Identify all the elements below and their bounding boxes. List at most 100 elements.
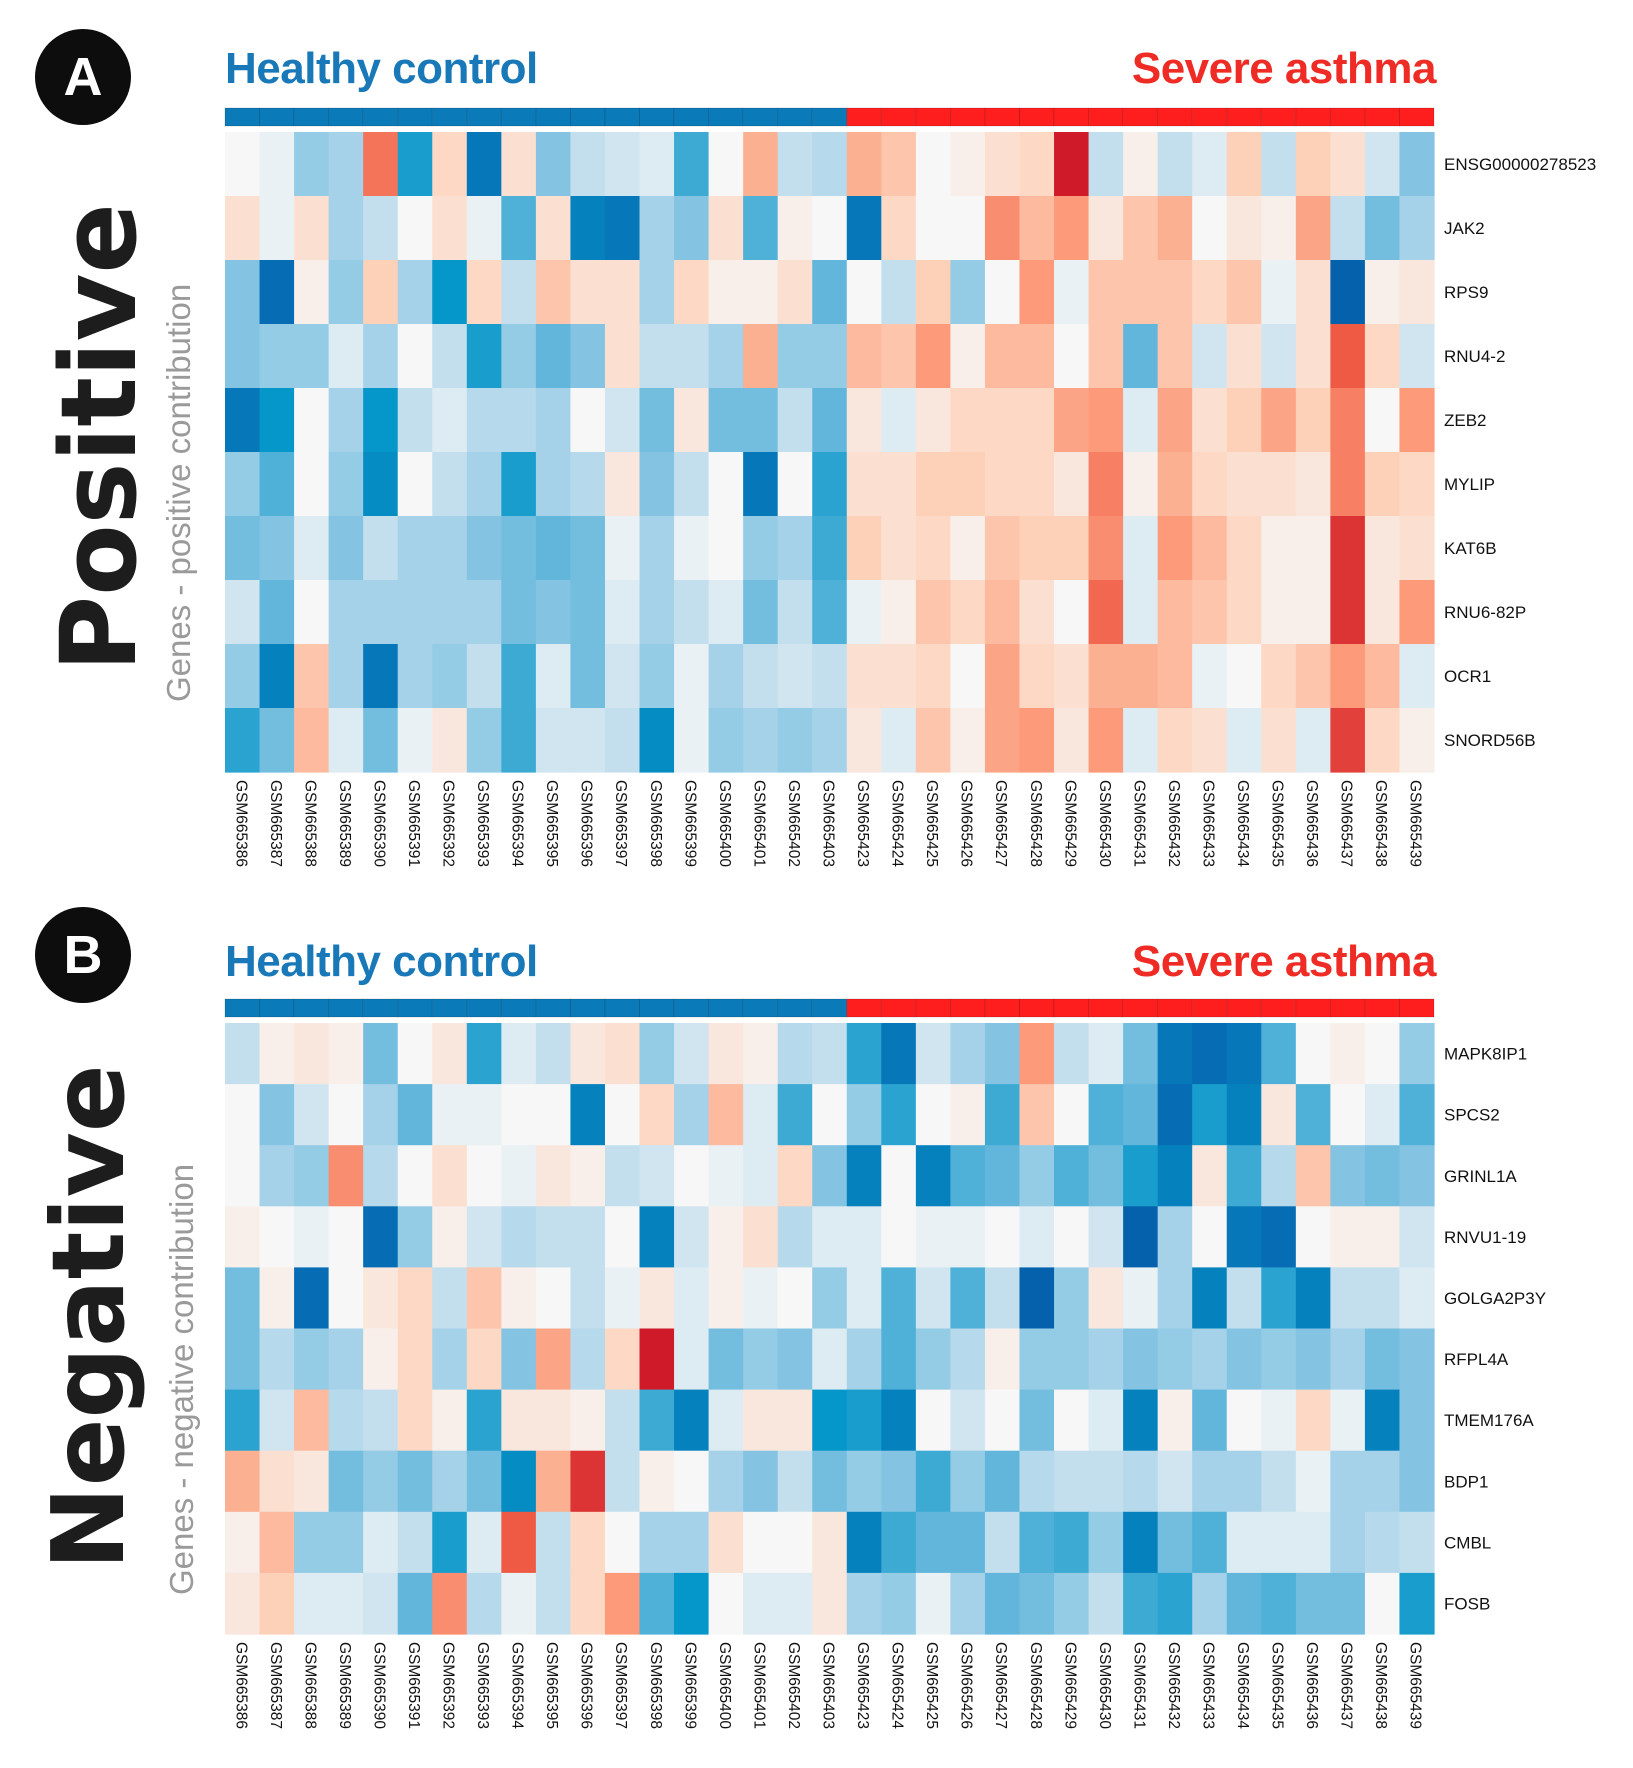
heatmap-cell xyxy=(743,1206,779,1268)
heatmap-cell xyxy=(570,324,606,389)
group-bar-cell xyxy=(1329,107,1366,127)
heatmap-cell xyxy=(1226,1572,1262,1635)
heatmap-cell xyxy=(915,1328,951,1391)
heatmap-cell xyxy=(466,260,502,325)
heatmap-cell xyxy=(328,644,364,709)
heatmap-cell xyxy=(1123,388,1159,453)
sample-label: GSM665426 xyxy=(958,1642,975,1729)
heatmap-cell xyxy=(432,644,468,709)
heatmap-cell xyxy=(1088,708,1124,773)
heatmap-cell xyxy=(639,708,675,773)
heatmap-cell xyxy=(294,708,330,773)
heatmap-cell xyxy=(1295,1450,1331,1513)
heatmap-cell xyxy=(950,1267,986,1330)
heatmap-cell xyxy=(777,196,813,261)
heatmap-cell xyxy=(984,1206,1021,1268)
heatmap-cell xyxy=(950,388,986,453)
heatmap-cell xyxy=(915,644,951,709)
heatmap-cell xyxy=(743,1511,779,1574)
sample-label: GSM665437 xyxy=(1338,1642,1355,1729)
gene-label: RNU6-82P xyxy=(1444,603,1526,622)
heatmap-cell xyxy=(501,1023,537,1085)
heatmap-cell xyxy=(328,1450,364,1513)
group-bar-cell xyxy=(535,107,571,127)
heatmap-cell xyxy=(259,1450,295,1513)
heatmap-cell xyxy=(950,196,986,261)
group-bar-cell xyxy=(1122,107,1159,127)
heatmap-cell xyxy=(984,260,1021,325)
heatmap-cell xyxy=(846,1145,882,1207)
heatmap-cell xyxy=(501,1572,537,1635)
heatmap-cell xyxy=(570,1328,606,1391)
heatmap-cell xyxy=(639,260,675,325)
heatmap-cell xyxy=(1157,644,1193,709)
heatmap-cell xyxy=(1157,452,1193,517)
heatmap-cell xyxy=(1192,1084,1228,1146)
group-bar-cell xyxy=(1019,107,1055,127)
heatmap-cell xyxy=(363,260,399,325)
heatmap-cell xyxy=(397,1267,433,1330)
heatmap-cell xyxy=(639,516,675,581)
heatmap-cell xyxy=(812,324,848,389)
heatmap-cell xyxy=(363,1450,399,1513)
group-bar-cell xyxy=(846,998,882,1018)
group-bar-cell xyxy=(570,107,606,127)
heatmap-cell xyxy=(535,1267,572,1330)
heatmap-cell xyxy=(1054,1328,1090,1391)
heatmap-cell xyxy=(535,708,572,773)
heatmap-cell xyxy=(639,580,675,645)
heatmap-cell xyxy=(743,132,779,197)
heatmap-cell xyxy=(1157,324,1193,389)
sample-label: GSM665427 xyxy=(992,780,1009,867)
group-bar-cell xyxy=(708,107,744,127)
heatmap-cell xyxy=(1261,1328,1297,1391)
group-bar-cell xyxy=(1364,107,1400,127)
heatmap-cell xyxy=(1123,260,1159,325)
sample-label: GSM665425 xyxy=(923,780,940,867)
heatmap-cell xyxy=(812,1206,848,1268)
sample-label: GSM665403 xyxy=(820,1642,837,1729)
heatmap-cell xyxy=(1226,580,1262,645)
group-bar-cell xyxy=(224,107,260,127)
heatmap-cell xyxy=(812,1023,848,1085)
heatmap-cell xyxy=(225,1267,261,1330)
heatmap-cell xyxy=(535,260,572,325)
sample-label: GSM665431 xyxy=(1130,1642,1147,1729)
heatmap-cell xyxy=(225,516,261,581)
heatmap-cell xyxy=(984,324,1021,389)
heatmap-cell xyxy=(604,1267,641,1330)
heatmap-cell xyxy=(535,388,572,453)
gene-label: MYLIP xyxy=(1444,475,1495,494)
gene-label: RNU4-2 xyxy=(1444,347,1505,366)
heatmap-cell xyxy=(432,580,468,645)
gene-label: RNVU1-19 xyxy=(1444,1228,1526,1247)
heatmap-cell xyxy=(1123,1145,1159,1207)
heatmap-cell xyxy=(743,260,779,325)
group-bar-cell xyxy=(466,998,502,1018)
severe-asthma-label: Severe asthma xyxy=(1131,937,1437,986)
heatmap-cell xyxy=(1157,1511,1193,1574)
heatmap-cell xyxy=(1295,1572,1331,1635)
heatmap-cell xyxy=(1192,580,1228,645)
heatmap-cell xyxy=(1192,1145,1228,1207)
heatmap-cell xyxy=(604,196,641,261)
heatmap-cell xyxy=(777,1389,813,1452)
heatmap-cell xyxy=(950,1511,986,1574)
heatmap-cell xyxy=(363,132,399,197)
heatmap-cell xyxy=(708,196,744,261)
group-bar-cell xyxy=(1364,998,1400,1018)
heatmap-cell xyxy=(294,1267,330,1330)
heatmap-cell xyxy=(708,1084,744,1146)
heatmap-cell xyxy=(1123,1389,1159,1452)
heatmap-cell xyxy=(535,452,572,517)
heatmap-cell xyxy=(1019,1145,1055,1207)
heatmap-cell xyxy=(777,1267,813,1330)
heatmap-cell xyxy=(743,388,779,453)
heatmap-cell xyxy=(1123,1328,1159,1391)
heatmap-cell xyxy=(570,1389,606,1452)
heatmap-cell xyxy=(1226,1450,1262,1513)
gene-label: RPS9 xyxy=(1444,283,1488,302)
heatmap-cell xyxy=(708,580,744,645)
heatmap-cell xyxy=(466,580,502,645)
heatmap-cell xyxy=(846,196,882,261)
